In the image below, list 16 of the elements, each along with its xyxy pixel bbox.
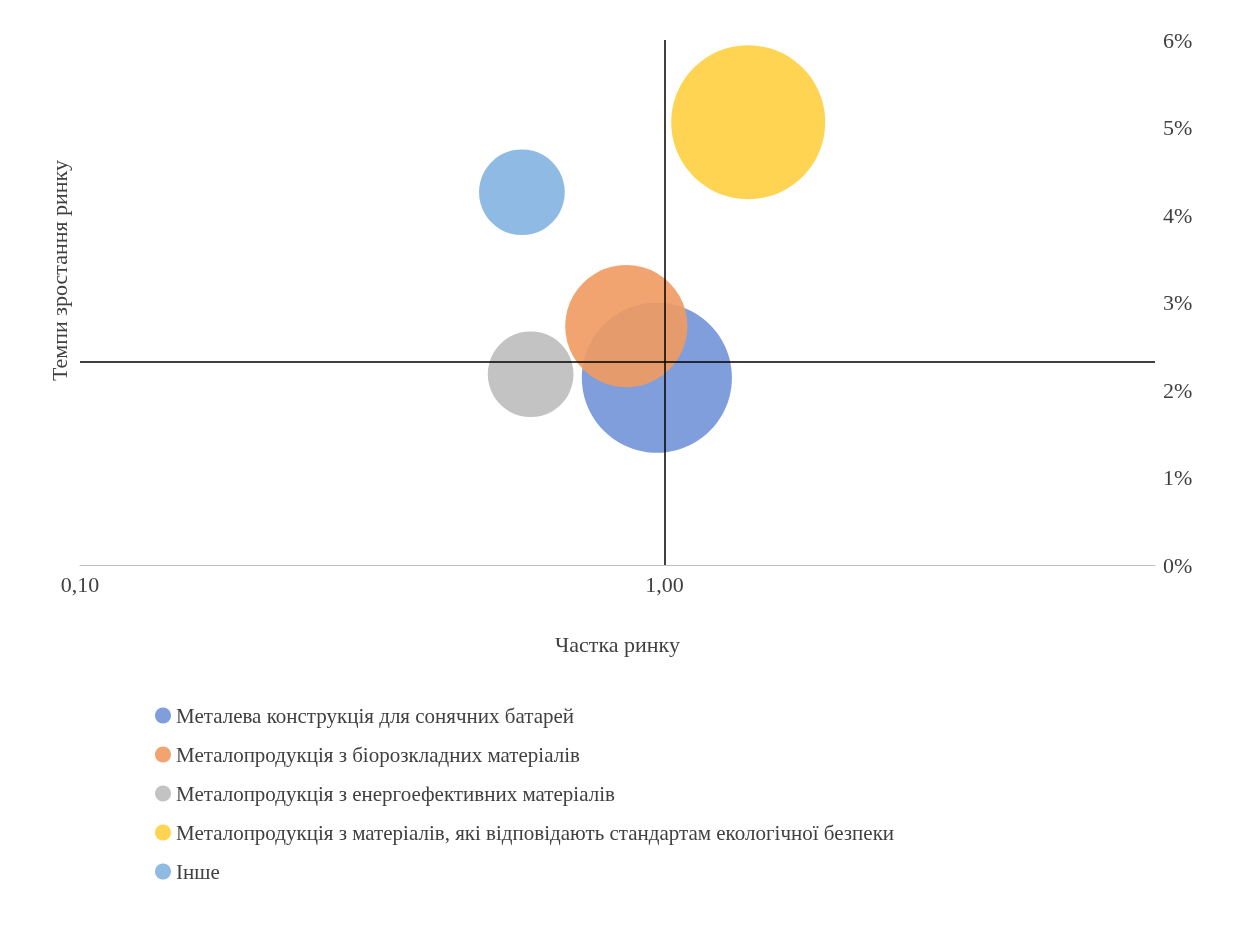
- y-tick-label: 6%: [1163, 27, 1193, 53]
- y-tick-label: 0%: [1163, 552, 1193, 578]
- x-axis-title: Частка ринку: [555, 631, 680, 657]
- legend-label: Металопродукція з біорозкладних матеріалів: [176, 742, 580, 767]
- legend-label: Металопродукція з енергоефективних матеріалів: [176, 781, 615, 806]
- y-tick-label: 3%: [1163, 290, 1193, 315]
- y-tick-label: 1%: [1163, 465, 1193, 490]
- x-tick-label: 0,10: [60, 571, 100, 597]
- y-axis-title: Темпи зростання ринку: [46, 160, 72, 382]
- y-tick-label: 5%: [1163, 115, 1193, 140]
- legend-label: Інше: [176, 859, 220, 884]
- y-tick-label: 4%: [1163, 202, 1193, 228]
- legend-label: Металева конструкція для сонячних батарей: [176, 703, 575, 728]
- y-tick-label: 2%: [1163, 377, 1193, 403]
- legend-label: Металопродукція з матеріалів, які відповідають стандартам екологічної безпеки: [176, 820, 895, 845]
- x-tick-label: 1,00: [645, 571, 684, 597]
